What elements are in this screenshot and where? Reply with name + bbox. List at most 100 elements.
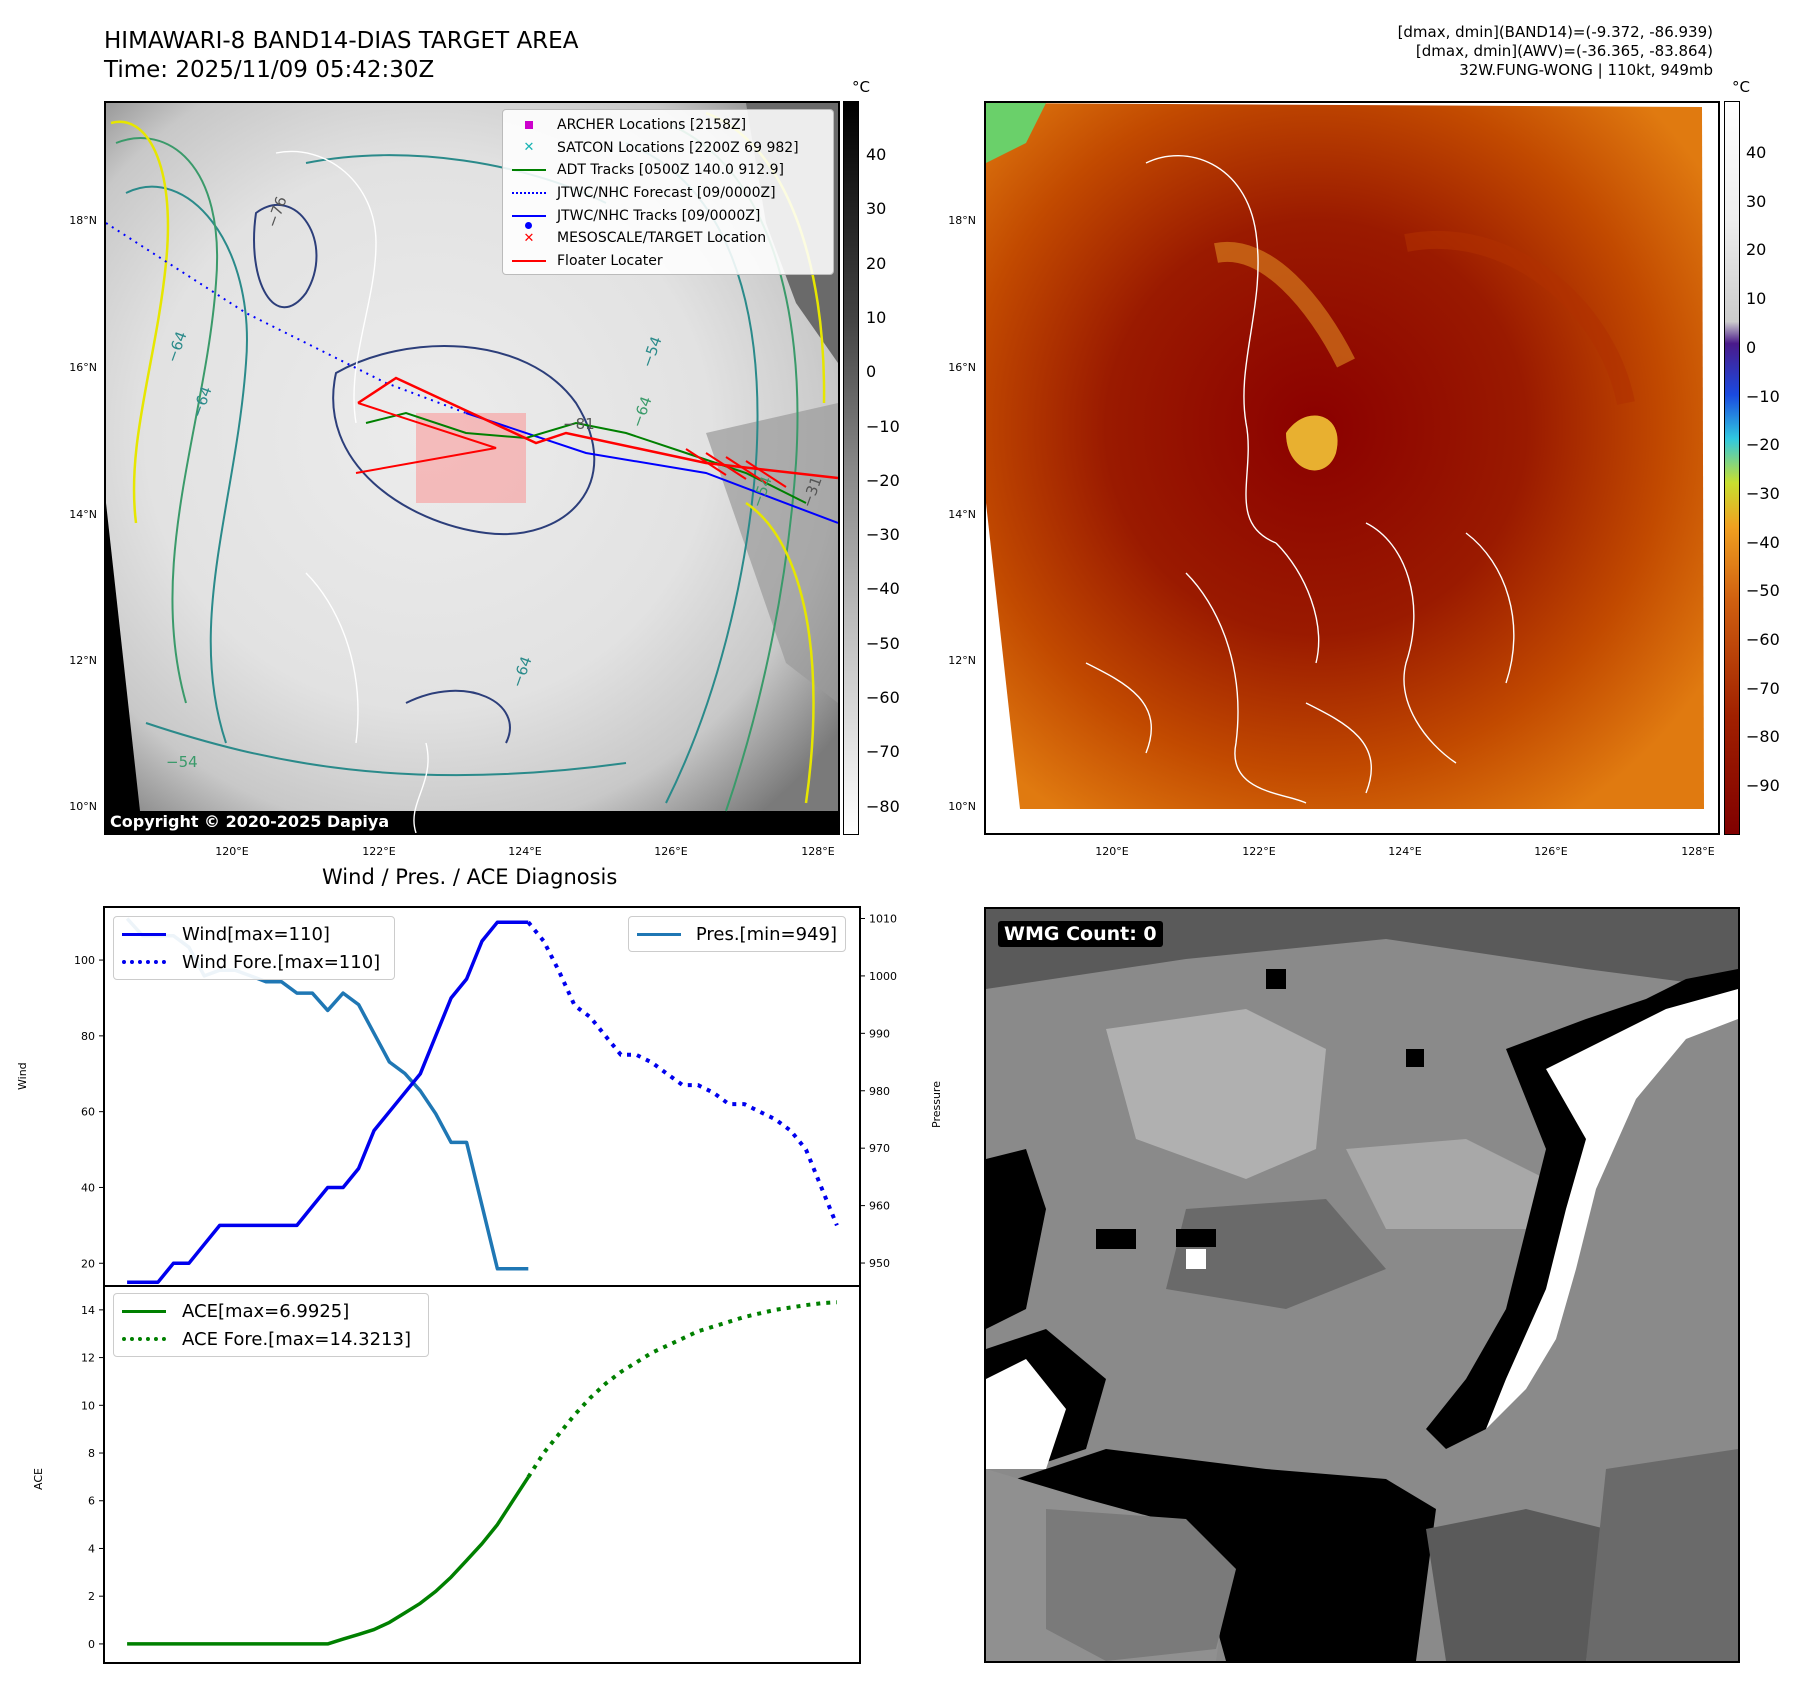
wmg-image	[986, 909, 1738, 1661]
color-colorbar-tick: 40	[1746, 143, 1767, 162]
copyright-label: Copyright © 2020-2025 Dapiya	[106, 811, 394, 832]
ace-tick-label: 0	[88, 1638, 95, 1651]
gray-colorbar-tick: −20	[866, 470, 900, 490]
storm-info: 32W.FUNG-WONG | 110kt, 949mb	[1459, 61, 1713, 79]
ace-axis-title: ACE	[32, 1468, 45, 1490]
dmax-band14-info: [dmax, dmin](BAND14)=(-9.372, -86.939)	[1397, 23, 1713, 41]
solid-line-icon	[122, 1309, 172, 1313]
legend-item-jtwc-forecast: JTWC/NHC Forecast [09/0000Z]	[511, 182, 825, 205]
map2-lon-label: 124°E	[1388, 845, 1422, 858]
legend-ace-fore: ACE Fore.[max=14.3213]	[122, 1325, 420, 1353]
pres-tick-label: 970	[869, 1142, 890, 1155]
gray-colorbar-tick: 10	[866, 307, 887, 327]
pressure-axis-title: Pressure	[930, 1081, 943, 1128]
map1-lat-label: 12°N	[69, 654, 97, 667]
gray-colorbar	[843, 101, 859, 835]
wmg-panel: WMG Count: 0	[984, 907, 1740, 1663]
solid-line-icon	[122, 932, 172, 936]
gray-colorbar-tick: 40	[866, 145, 887, 164]
dotted-line-icon	[511, 192, 547, 195]
map2-lat-label: 18°N	[948, 214, 976, 227]
ir-color-map-panel	[984, 101, 1720, 835]
map2-lon-label: 126°E	[1534, 845, 1568, 858]
solid-line-icon	[637, 932, 686, 936]
gray-colorbar-tick: 0	[866, 362, 877, 382]
wind-tick-label: 40	[81, 1181, 95, 1194]
color-colorbar-tick: −30	[1746, 483, 1780, 503]
gray-colorbar-tick: −30	[866, 525, 900, 545]
legend-item-mesoscale: ✕ MESOSCALE/TARGET Location	[511, 227, 825, 250]
legend-ace: ACE[max=6.9925]	[122, 1297, 420, 1325]
color-colorbar-unit: °C	[1732, 78, 1750, 96]
dotted-line-icon	[122, 1337, 172, 1341]
map1-lat-label: 16°N	[69, 361, 97, 374]
legend-wind: Wind[max=110]	[122, 920, 386, 948]
x-marker-icon: ✕	[523, 230, 535, 246]
ir-contour-map	[106, 103, 838, 833]
wind-tick-label: 60	[81, 1106, 95, 1119]
map2-lat-label: 14°N	[948, 508, 976, 521]
map1-lat-label: 18°N	[69, 214, 97, 227]
wind-forecast-line	[526, 920, 839, 1227]
color-colorbar-tick: −80	[1746, 727, 1780, 747]
map2-lon-label: 122°E	[1242, 845, 1276, 858]
line-dot-icon	[511, 214, 547, 229]
dotted-line-icon	[122, 960, 172, 964]
wind-axis-title: Wind	[16, 1062, 29, 1090]
diagnosis-title: Wind / Pres. / ACE Diagnosis	[322, 865, 618, 889]
ace-legend: ACE[max=6.9925] ACE Fore.[max=14.3213]	[113, 1293, 429, 1357]
solid-line-icon	[511, 259, 547, 262]
color-colorbar-tick: 30	[1746, 191, 1767, 211]
ace-tick-label: 4	[88, 1542, 95, 1555]
gray-colorbar-tick: 20	[866, 253, 887, 273]
color-colorbar-tick: −20	[1746, 435, 1780, 455]
gray-colorbar-tick: −60	[866, 688, 900, 707]
legend-pres: Pres.[min=949]	[637, 920, 837, 948]
legend-item-satcon: ✕ SATCON Locations [2200Z 69 982]	[511, 137, 825, 160]
color-colorbar	[1724, 101, 1740, 835]
gray-colorbar-unit: °C	[852, 78, 870, 96]
pres-tick-label: 980	[869, 1085, 890, 1098]
map2-lat-label: 12°N	[948, 654, 976, 667]
gray-colorbar-tick: −70	[866, 742, 900, 762]
wind-legend: Wind[max=110] Wind Fore.[max=110]	[113, 916, 395, 980]
wind-tick-label: 20	[81, 1257, 95, 1270]
wind-tick-label: 80	[81, 1030, 95, 1043]
map1-lon-label: 122°E	[362, 845, 396, 858]
map1-lon-label: 124°E	[508, 845, 542, 858]
ace-line	[127, 1476, 530, 1646]
map1-lon-label: 128°E	[801, 845, 835, 858]
solid-line-icon	[511, 169, 547, 172]
ace-tick-label: 12	[81, 1352, 95, 1365]
color-colorbar-tick: −90	[1746, 776, 1780, 796]
contour-label-9: −81	[563, 415, 595, 433]
wmg-count-label: WMG Count: 0	[998, 921, 1163, 947]
gray-colorbar-tick: 30	[866, 199, 887, 219]
wind-line	[127, 920, 529, 1284]
map1-lon-label: 126°E	[654, 845, 688, 858]
pres-tick-label: 990	[869, 1027, 890, 1040]
color-colorbar-tick: 20	[1746, 240, 1767, 260]
dmax-awv-info: [dmax, dmin](AWV)=(-36.365, -83.864)	[1415, 42, 1713, 60]
ir-contour-map-panel: −76 −64 −64 −54 −64 −54 −54 −64 −81 −31 …	[104, 101, 840, 835]
pres-tick-label: 1010	[869, 912, 897, 925]
map2-lat-label: 10°N	[948, 800, 976, 813]
ace-tick-label: 14	[81, 1304, 95, 1317]
contour-label-4: −54	[166, 753, 198, 771]
ace-forecast-line	[526, 1300, 838, 1479]
legend-wind-fore: Wind Fore.[max=110]	[122, 948, 386, 976]
ace-tick-label: 2	[88, 1590, 95, 1603]
pres-tick-label: 960	[869, 1200, 890, 1213]
square-marker-icon	[511, 121, 547, 130]
gray-colorbar-tick: −40	[866, 579, 900, 599]
ace-tick-label: 8	[88, 1447, 95, 1460]
map2-lat-label: 16°N	[948, 361, 976, 374]
ir-color-map	[986, 103, 1718, 833]
color-colorbar-tick: −50	[1746, 581, 1780, 601]
gray-colorbar-tick: −10	[866, 416, 900, 436]
chart-time: Time: 2025/11/09 05:42:30Z	[104, 57, 435, 83]
map1-lat-label: 10°N	[69, 800, 97, 813]
color-colorbar-tick: −70	[1746, 678, 1780, 698]
wind-tick-label: 100	[74, 954, 95, 967]
